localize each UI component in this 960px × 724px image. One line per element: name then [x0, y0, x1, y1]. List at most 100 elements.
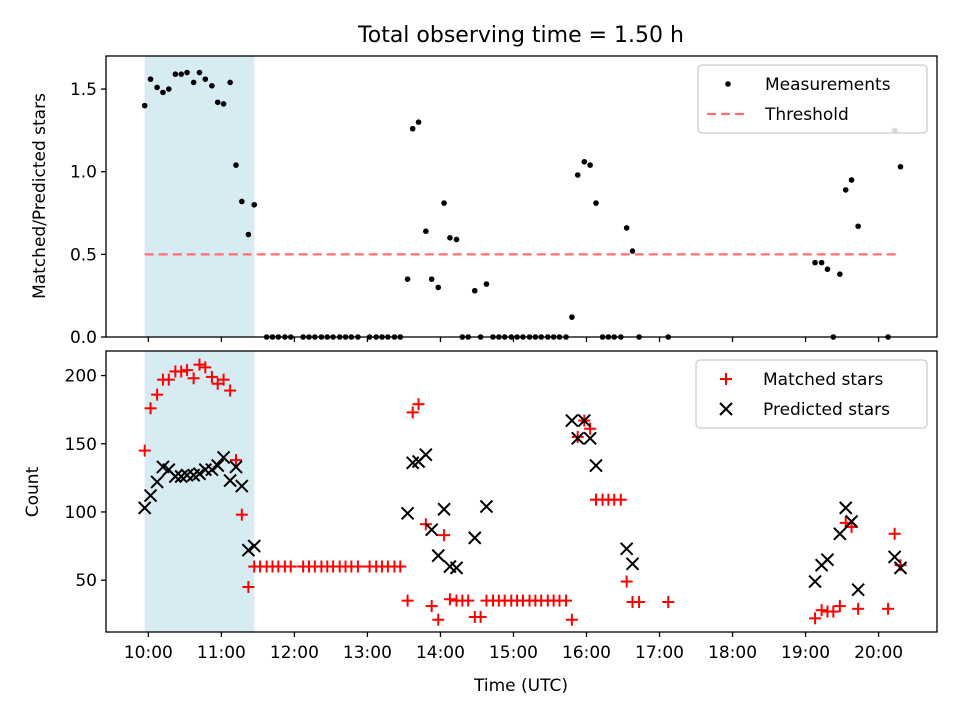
matched-stars-point [894, 559, 907, 572]
measurement-point [447, 235, 453, 241]
legend-label-measurements: Measurements [765, 75, 891, 95]
predicted-stars-point [887, 550, 902, 564]
matched-stars-point [412, 398, 425, 411]
matched-stars-point [406, 406, 419, 419]
predicted-stars-point [833, 527, 847, 541]
count-x-axis: 10:00 11:00 12:00 13:00 14:00 15:00 16:00 17:00… [124, 632, 903, 663]
count-legend: Matched stars Predicted stars [695, 359, 928, 429]
measurement-point [837, 271, 843, 277]
predicted-stars-point [589, 458, 603, 473]
matched-stars-point [815, 604, 828, 617]
predicted-stars-point [143, 488, 158, 503]
measurement-point [251, 201, 258, 208]
count-legend-frame [695, 359, 928, 429]
legend-marker-matched [720, 373, 732, 385]
measurement-point [147, 76, 154, 82]
ratio-x-ticks [147, 337, 880, 342]
matched-stars-point [888, 527, 901, 540]
ratio-y-axis: 0.0 0.5 1.0 1.5 [70, 80, 106, 348]
measurement-point [233, 162, 239, 168]
measurement-point [897, 163, 904, 170]
measurement-point [404, 276, 411, 282]
measurement-point [569, 314, 575, 320]
y-tick-label: 150 [65, 435, 97, 455]
x-tick-label: 15:00 [489, 643, 538, 663]
matched-stars-point [199, 361, 212, 374]
matched-stars-point [217, 373, 230, 386]
legend-label-threshold: Threshold [764, 105, 849, 125]
matched-stars-point [284, 560, 297, 573]
measurement-point [471, 287, 478, 294]
y-tick-label: 200 [65, 367, 97, 387]
matched-stars-point [193, 358, 206, 371]
measurement-point [623, 225, 630, 231]
legend-label-predicted: Predicted stars [763, 400, 890, 420]
ratio-legend: Measurements Threshold [697, 64, 928, 134]
matched-stars-point [229, 454, 242, 467]
observing-window-highlight-lower [144, 351, 255, 632]
matched-stars-point [394, 560, 407, 573]
matched-stars-point [144, 402, 157, 415]
matched-stars-point [462, 594, 475, 607]
measurement-point [239, 198, 245, 205]
count-panel: 50 100 150 200 10:00 11:00 12:00 13:00 14:00 15:… [23, 350, 938, 696]
measurement-point [160, 89, 166, 96]
predicted-stars-point [437, 502, 451, 516]
ratio-panel: 0.0 0.5 1.0 1.5 Matched/Predicted stars Mea… [30, 55, 938, 348]
y-tick-label: 1.0 [70, 163, 97, 183]
x-tick-label: 11:00 [197, 643, 246, 663]
measurement-point [202, 76, 209, 82]
y-tick-label: 0.0 [70, 328, 97, 348]
y-tick-label: 50 [75, 571, 97, 591]
predicted-stars-point [893, 561, 908, 575]
matched-stars-point [138, 444, 151, 457]
predicted-stars-point [571, 431, 585, 446]
y-tick-label: 1.5 [70, 80, 97, 100]
matched-stars-point [242, 580, 255, 593]
matched-stars-point [438, 529, 451, 542]
matched-stars-point [565, 613, 578, 626]
measurement-point [593, 200, 599, 206]
predicted-stars-point [198, 462, 213, 477]
matched-stars-point [224, 384, 237, 397]
measurement-point [818, 259, 825, 266]
predicted-stars-point [583, 431, 597, 446]
measurement-point [855, 223, 861, 230]
y-tick-label: 0.5 [70, 245, 97, 265]
ratio-y-label: Matched/Predicted stars [30, 93, 50, 299]
measurement-point [428, 276, 435, 282]
matched-stars-point [474, 610, 487, 623]
measurement-point [423, 228, 429, 235]
x-axis-label: Time (UTC) [473, 676, 568, 696]
measurement-point [824, 266, 831, 273]
predicted-stars-point [168, 469, 183, 484]
matched-stars-point [620, 575, 633, 588]
measurement-point [172, 71, 179, 77]
predicted-stars-point [247, 539, 261, 553]
count-panel-frame [105, 350, 938, 633]
predicted-stars-point [844, 514, 859, 529]
x-tick-label: 18:00 [708, 643, 757, 663]
measurement-point [245, 231, 252, 238]
matched-stars-point [187, 372, 200, 385]
predicted-stars-point [619, 542, 634, 556]
matched-stars-point [443, 593, 456, 606]
predicted-stars-point [216, 450, 231, 465]
legend-label-matched: Matched stars [763, 370, 883, 390]
measurement-point [435, 284, 442, 291]
measurement-point [214, 99, 221, 106]
measurement-point [178, 71, 185, 77]
measurement-point [209, 82, 215, 89]
predicted-stars-point [479, 499, 494, 514]
measurement-point [441, 200, 447, 206]
predicted-stars-point [211, 458, 225, 473]
matched-stars-point [205, 370, 218, 383]
figure-title: Total observing time = 1.50 h [357, 23, 684, 48]
matched-stars-point [432, 613, 445, 626]
measurement-point [453, 236, 460, 243]
ratio-legend-frame [697, 64, 928, 134]
measurement-point [409, 125, 416, 132]
matched-stars-point [235, 508, 248, 521]
matched-stars-point [560, 594, 573, 607]
